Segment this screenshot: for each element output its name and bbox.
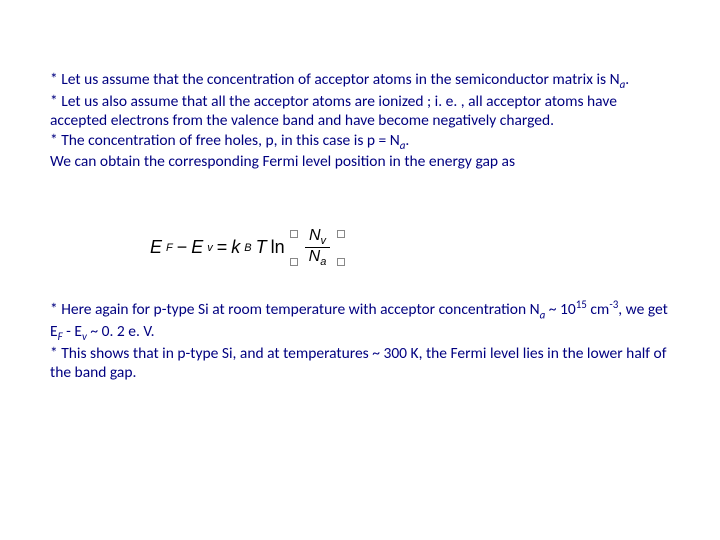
eq-equals: = xyxy=(217,237,228,258)
equation-block: EF − Ev = kBTln Nv Na xyxy=(50,202,670,298)
frac-num: Nv xyxy=(305,227,330,248)
p2-sup-neg3: -3 xyxy=(609,298,618,311)
p1-line3-end: . xyxy=(405,131,409,150)
right-bracket-glyphs xyxy=(336,229,346,267)
eq-T: T xyxy=(256,237,267,258)
p2-line2a: ~ 10 xyxy=(549,300,576,319)
p1-line1: * Let us assume that the concentration o… xyxy=(50,70,620,89)
p2-line2d: - E xyxy=(63,322,82,341)
eq-minus: − xyxy=(177,237,188,258)
p1-line2: * Let us also assume that all the accept… xyxy=(50,92,617,130)
eq-Nv: N xyxy=(309,227,321,244)
eq-Nv-sub: v xyxy=(321,235,327,247)
fraction: Nv Na xyxy=(305,227,331,268)
paragraph-2: * Here again for p-type Si at room tempe… xyxy=(50,298,670,383)
box-glyph-icon xyxy=(337,258,345,266)
eq-ln: ln xyxy=(271,237,285,258)
p1-line4: We can obtain the corresponding Fermi le… xyxy=(50,152,515,171)
p2-line1a: * Here again for p-type Si at room tempe… xyxy=(50,300,540,319)
eq-v: v xyxy=(207,242,213,254)
p2-sup-15: 15 xyxy=(576,298,587,311)
fermi-equation: EF − Ev = kBTln Nv Na xyxy=(150,227,346,268)
frac-den: Na xyxy=(305,248,331,268)
p2-line2e: ~ 0. 2 e. V. xyxy=(87,322,155,341)
p2-line2b: cm xyxy=(587,300,609,319)
box-glyph-icon xyxy=(290,230,298,238)
left-bracket-glyphs xyxy=(289,229,299,267)
box-glyph-icon xyxy=(337,230,345,238)
eq-Na-sub: a xyxy=(320,256,326,268)
eq-E1: E xyxy=(150,237,162,258)
p2-sub-a: a xyxy=(540,308,546,321)
p1-line3a: * The concentration of free holes, p, in… xyxy=(50,131,400,150)
eq-E2: E xyxy=(191,237,203,258)
eq-F: F xyxy=(166,242,173,254)
paragraph-1: * Let us assume that the concentration o… xyxy=(50,70,670,172)
box-glyph-icon xyxy=(290,258,298,266)
eq-k: k xyxy=(231,237,240,258)
p2-line3: * This shows that in p-type Si, and at t… xyxy=(50,344,666,382)
eq-B: B xyxy=(244,242,251,254)
p1-line1-end: . xyxy=(625,70,629,89)
eq-Na: N xyxy=(309,248,321,265)
